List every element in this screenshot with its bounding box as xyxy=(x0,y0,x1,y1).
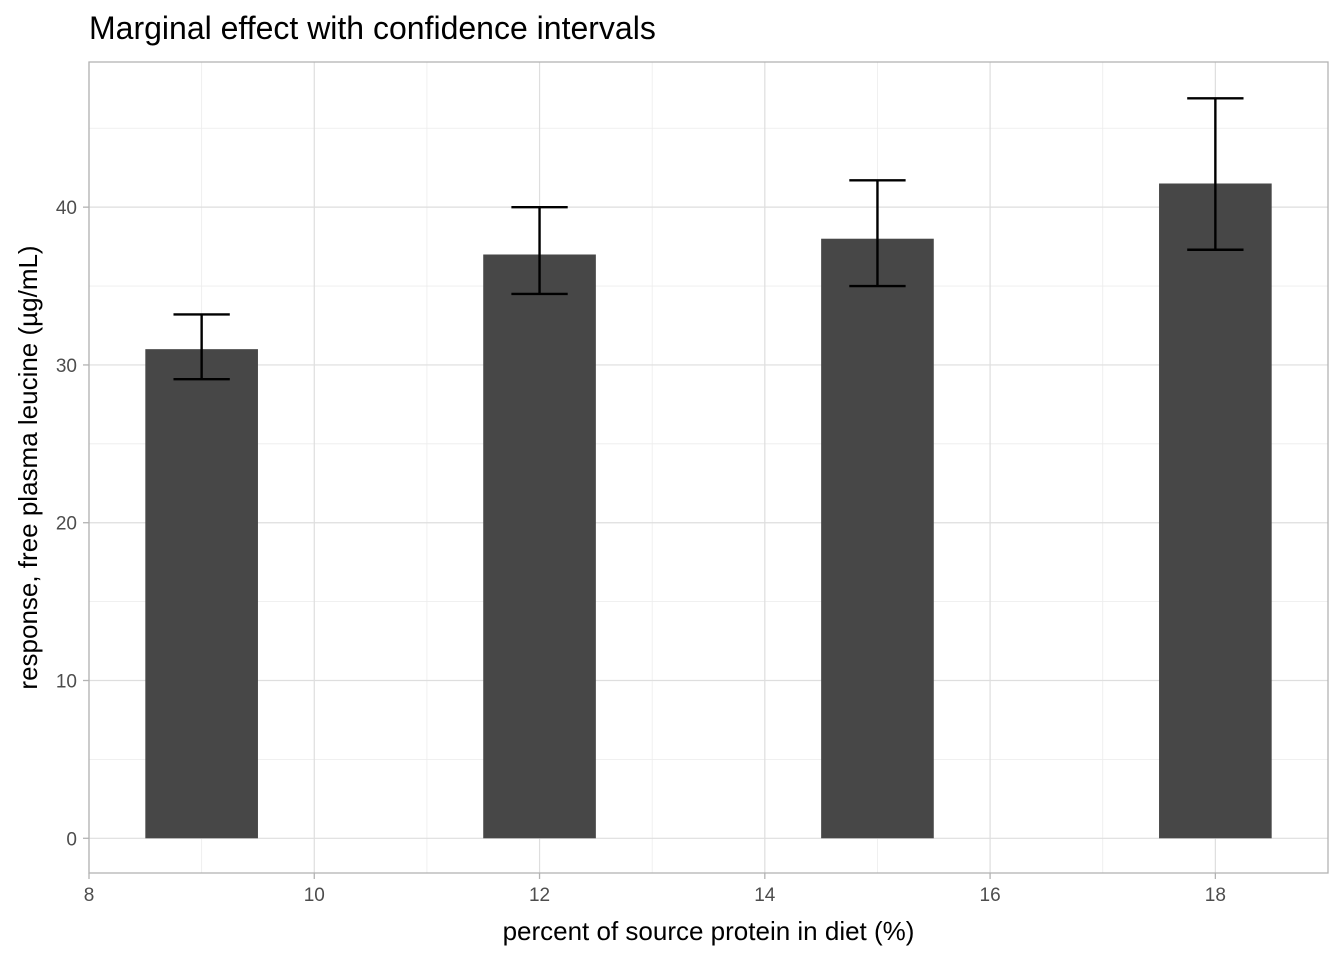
y-tick-label: 40 xyxy=(56,198,77,219)
x-tick-label: 12 xyxy=(529,885,550,906)
y-tick-label: 30 xyxy=(56,356,77,377)
bar xyxy=(821,238,934,839)
error-bar xyxy=(511,205,568,296)
error-bar xyxy=(849,179,906,288)
y-tick-label: 20 xyxy=(56,514,77,535)
y-axis-title: response, free plasma leucine (µg/mL) xyxy=(13,245,43,689)
grid xyxy=(88,62,1328,873)
bar xyxy=(145,349,258,839)
bar xyxy=(1159,183,1272,839)
bar xyxy=(483,254,596,839)
x-axis: 8 10 12 14 16 18 xyxy=(84,873,1226,906)
x-axis-title: percent of source protein in diet (%) xyxy=(503,916,915,946)
y-axis: 0 10 20 30 40 xyxy=(56,198,89,850)
x-tick-label: 10 xyxy=(304,885,325,906)
error-bar xyxy=(1187,97,1244,251)
chart-title: Marginal effect with confidence interval… xyxy=(89,10,656,46)
y-tick-label: 0 xyxy=(66,829,77,850)
y-tick-label: 10 xyxy=(56,672,77,693)
x-tick-label: 14 xyxy=(754,885,776,906)
x-tick-label: 8 xyxy=(84,885,95,906)
bars xyxy=(145,183,1272,839)
error-bars xyxy=(173,97,1244,381)
x-tick-label: 18 xyxy=(1205,885,1226,906)
error-bar xyxy=(173,313,230,381)
x-tick-label: 16 xyxy=(980,885,1001,906)
plot-panel xyxy=(88,61,1329,874)
